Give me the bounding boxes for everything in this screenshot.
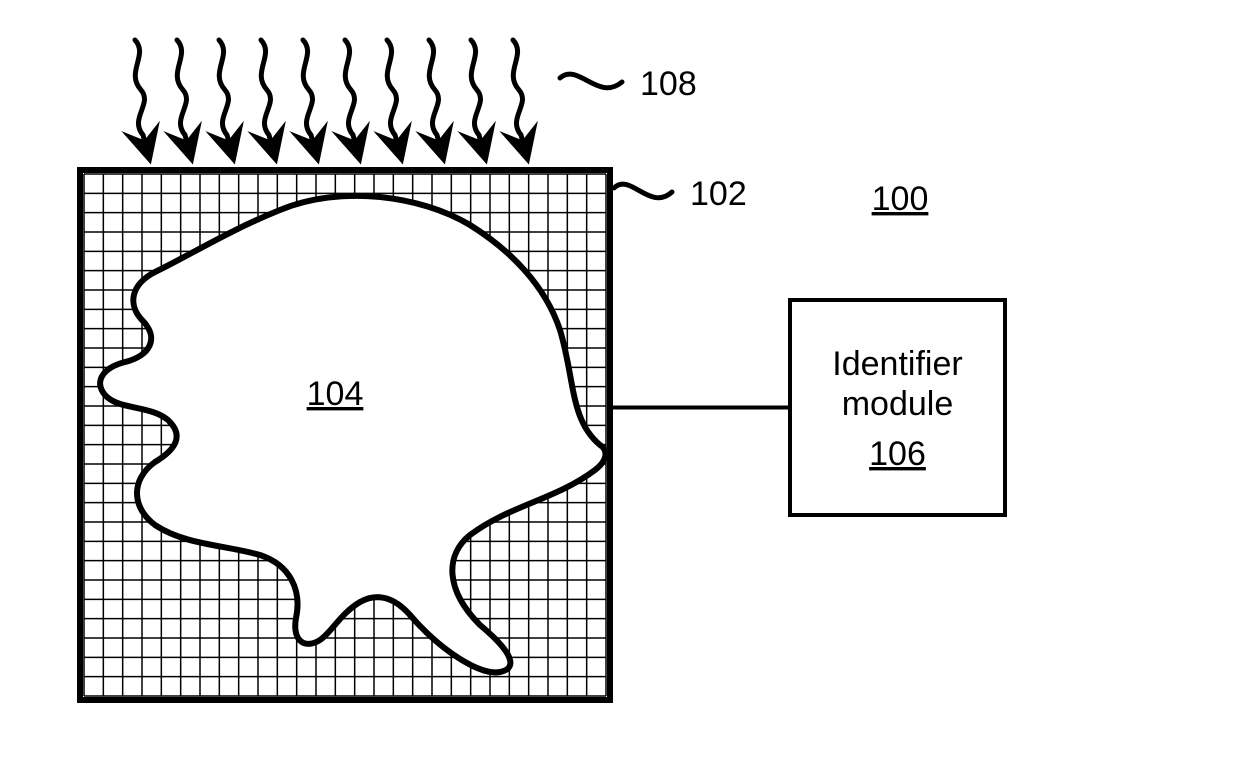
ref-100: 100: [872, 180, 929, 218]
ref-108: 108: [640, 65, 697, 103]
identifier-module-ref: 106: [869, 435, 926, 473]
ref-102: 102: [690, 175, 747, 213]
radiation-arrows: [135, 40, 525, 150]
leader-108: [560, 74, 622, 88]
leader-102: [614, 184, 672, 198]
identifier-module-label-line2: module: [842, 385, 954, 423]
identifier-module-label-line1: Identifier: [832, 345, 962, 383]
patent-figure: Identifier module 106 104 102 108 100: [0, 0, 1240, 780]
identifier-module-box: Identifier module 106: [790, 300, 1005, 515]
ref-104: 104: [307, 375, 364, 413]
